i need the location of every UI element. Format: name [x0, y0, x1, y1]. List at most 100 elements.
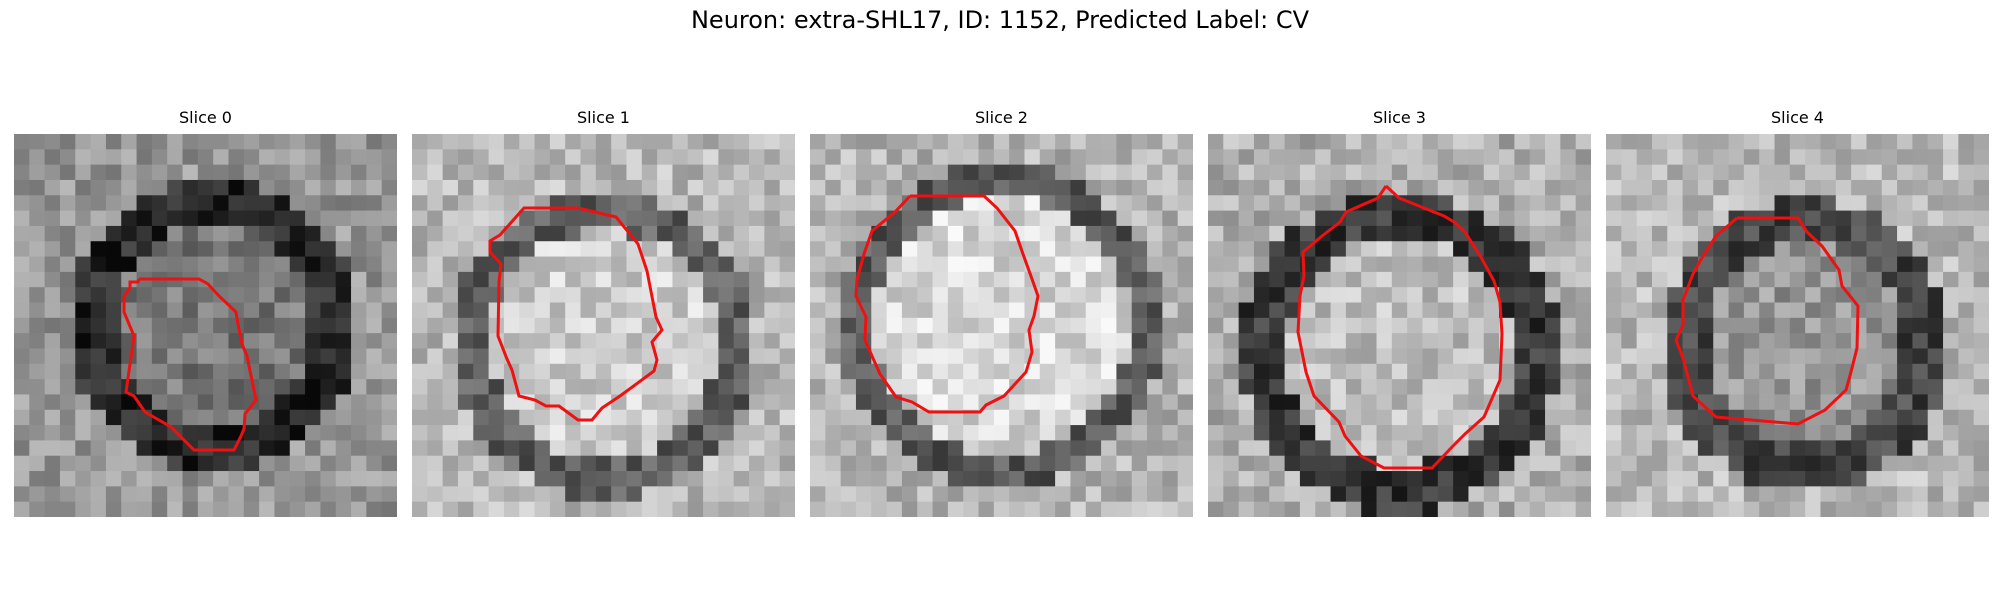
pixel-cell: [44, 225, 61, 242]
pixel-cell: [978, 379, 995, 396]
pixel-cell: [1835, 195, 1852, 212]
pixel-cell: [381, 394, 397, 411]
pixel-cell: [1789, 317, 1806, 334]
pixel-cell: [305, 486, 321, 503]
pixel-cell: [1667, 394, 1684, 411]
pixel-cell: [810, 348, 826, 365]
pixel-cell: [733, 333, 750, 350]
pixel-cell: [703, 317, 719, 334]
pixel-cell: [1575, 164, 1591, 181]
pixel-cell: [1391, 271, 1408, 288]
pixel-cell: [1391, 134, 1408, 150]
pixel-cell: [228, 486, 245, 503]
pixel-cell: [1789, 241, 1806, 258]
pixel-cell: [626, 363, 643, 380]
pixel-cell: [1116, 256, 1133, 273]
pixel-cell: [197, 394, 214, 411]
pixel-cell: [1897, 241, 1913, 258]
pixel-cell: [1743, 225, 1760, 242]
pixel-cell: [197, 455, 214, 472]
pixel-cell: [978, 486, 995, 503]
pixel-cell: [1315, 164, 1332, 181]
pixel-cell: [1958, 256, 1975, 273]
pixel-cell: [764, 486, 781, 503]
pixel-cell: [1101, 287, 1117, 304]
pixel-cell: [1943, 471, 1959, 487]
pixel-cell: [703, 455, 719, 472]
pixel-cell: [412, 134, 428, 150]
pixel-cell: [1606, 179, 1622, 196]
pixel-cell: [44, 363, 61, 380]
pixel-cell: [1881, 486, 1898, 503]
pixel-cell: [825, 256, 842, 273]
pixel-cell: [963, 210, 980, 227]
pixel-cell: [519, 425, 536, 441]
pixel-cell: [641, 379, 658, 396]
pixel-cell: [1085, 149, 1102, 166]
pixel-cell: [519, 256, 536, 273]
pixel-cell: [1835, 271, 1852, 288]
pixel-cell: [1958, 302, 1975, 319]
pixel-cell: [1376, 164, 1393, 181]
pixel-cell: [1147, 425, 1163, 441]
pixel-cell: [243, 241, 260, 258]
pixel-cell: [1070, 134, 1087, 150]
pixel-cell: [932, 379, 949, 396]
pixel-cell: [641, 486, 658, 503]
pixel-cell: [1039, 379, 1056, 396]
pixel-cell: [718, 225, 735, 242]
pixel-cell: [59, 134, 76, 150]
pixel-cell: [1973, 195, 1989, 212]
pixel-cell: [1009, 149, 1026, 166]
pixel-cell: [718, 363, 735, 380]
pixel-cell: [1713, 241, 1730, 258]
pixel-cell: [1055, 225, 1072, 242]
pixel-cell: [412, 241, 428, 258]
pixel-cell: [1330, 134, 1347, 150]
pixel-cell: [1713, 256, 1730, 273]
pixel-cell: [366, 440, 383, 457]
pixel-cell: [1575, 302, 1591, 319]
pixel-cell: [1162, 210, 1179, 227]
pixel-cell: [565, 363, 582, 380]
pixel-cell: [259, 195, 276, 212]
pixel-cell: [917, 195, 934, 212]
pixel-cell: [1789, 455, 1806, 472]
pixel-cell: [855, 195, 872, 212]
pixel-cell: [641, 409, 658, 426]
pixel-cell: [1805, 348, 1822, 365]
pixel-cell: [1866, 134, 1883, 150]
pixel-cell: [320, 241, 337, 258]
pixel-cell: [519, 455, 536, 472]
pixel-cell: [1468, 486, 1485, 503]
pixel-cell: [886, 241, 903, 258]
pixel-cell: [993, 241, 1010, 258]
pixel-cell: [1177, 348, 1193, 365]
pixel-cell: [1162, 271, 1179, 288]
pixel-cell: [197, 210, 214, 227]
pixel-cell: [1284, 241, 1301, 258]
pixel-cell: [1499, 425, 1515, 441]
pixel-cell: [917, 409, 934, 426]
pixel-cell: [1912, 394, 1929, 411]
pixel-cell: [703, 302, 719, 319]
pixel-cell: [335, 317, 352, 334]
pixel-cell: [1116, 363, 1133, 380]
pixel-cell: [488, 149, 505, 166]
pixel-cell: [1728, 195, 1745, 212]
pixel-cell: [1529, 302, 1546, 319]
pixel-cell: [320, 164, 337, 181]
pixel-cell: [1835, 394, 1852, 411]
pixel-cell: [243, 455, 260, 472]
pixel-cell: [105, 425, 122, 441]
pixel-cell: [197, 501, 214, 517]
pixel-cell: [947, 271, 964, 288]
pixel-cell: [718, 409, 735, 426]
pixel-cell: [886, 134, 903, 150]
pixel-cell: [351, 134, 367, 150]
pixel-cell: [963, 317, 980, 334]
pixel-cell: [1774, 287, 1791, 304]
pixel-cell: [611, 179, 628, 196]
pixel-cell: [1391, 302, 1408, 319]
pixel-cell: [1713, 348, 1730, 365]
